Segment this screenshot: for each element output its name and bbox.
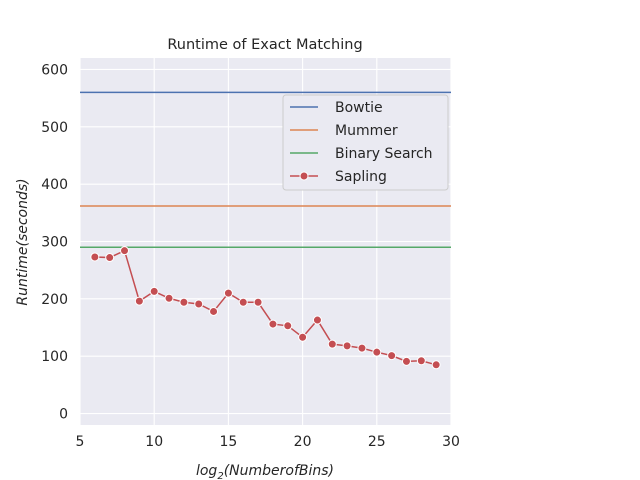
x-tick-label: 20 xyxy=(294,434,312,450)
sapling-point xyxy=(105,253,115,263)
sapling-point xyxy=(387,351,397,361)
legend-label-mummer: Mummer xyxy=(335,123,398,139)
sapling-point xyxy=(209,306,219,316)
y-tick-label: 0 xyxy=(59,407,68,423)
x-axis-label: log2(NumberofBins) xyxy=(196,463,334,480)
legend-box xyxy=(282,94,449,191)
y-tick-label: 200 xyxy=(41,292,68,308)
sapling-point xyxy=(164,293,174,303)
series-layer xyxy=(80,91,451,370)
sapling-point xyxy=(194,299,204,309)
legend: Bowtie Mummer Binary Search Sapling xyxy=(282,94,449,191)
legend-label-sapling: Sapling xyxy=(335,169,387,185)
y-axis-label: Runtime(seconds) xyxy=(15,178,31,305)
sapling-point xyxy=(253,297,263,307)
sapling-point xyxy=(298,332,308,342)
y-tick-label: 500 xyxy=(41,120,68,136)
x-tick-label: 15 xyxy=(219,434,237,450)
chart-title: Runtime of Exact Matching xyxy=(167,37,362,53)
sapling-point xyxy=(283,321,293,331)
legend-label-binary-search: Binary Search xyxy=(335,146,433,162)
sapling-point xyxy=(238,297,248,307)
y-tick-label: 600 xyxy=(41,62,68,78)
sapling-point xyxy=(401,356,411,366)
sapling-point xyxy=(179,297,189,307)
sapling-point xyxy=(342,341,352,351)
sapling-point xyxy=(90,252,100,262)
legend-marker-sapling xyxy=(299,171,309,181)
y-tick-label: 400 xyxy=(41,177,68,193)
sapling-point xyxy=(431,360,441,370)
sapling-point xyxy=(134,296,144,306)
sapling-point xyxy=(372,347,382,357)
sapling-point xyxy=(223,288,233,298)
x-tick-label: 5 xyxy=(76,434,85,450)
sapling-point xyxy=(268,319,278,329)
x-tick-label: 30 xyxy=(442,434,460,450)
x-tick-label: 25 xyxy=(368,434,386,450)
x-tick-label: 10 xyxy=(145,434,163,450)
x-axis-label-subscript: 2 xyxy=(217,471,223,480)
legend-label-bowtie: Bowtie xyxy=(335,100,383,116)
sapling-point xyxy=(327,339,337,349)
sapling-point xyxy=(149,286,159,296)
sapling-point xyxy=(416,356,426,366)
y-tick-label: 100 xyxy=(41,349,68,365)
sapling-point xyxy=(312,315,322,325)
sapling-point xyxy=(120,246,130,256)
sapling-point xyxy=(357,343,367,353)
y-tick-label: 300 xyxy=(41,235,68,251)
